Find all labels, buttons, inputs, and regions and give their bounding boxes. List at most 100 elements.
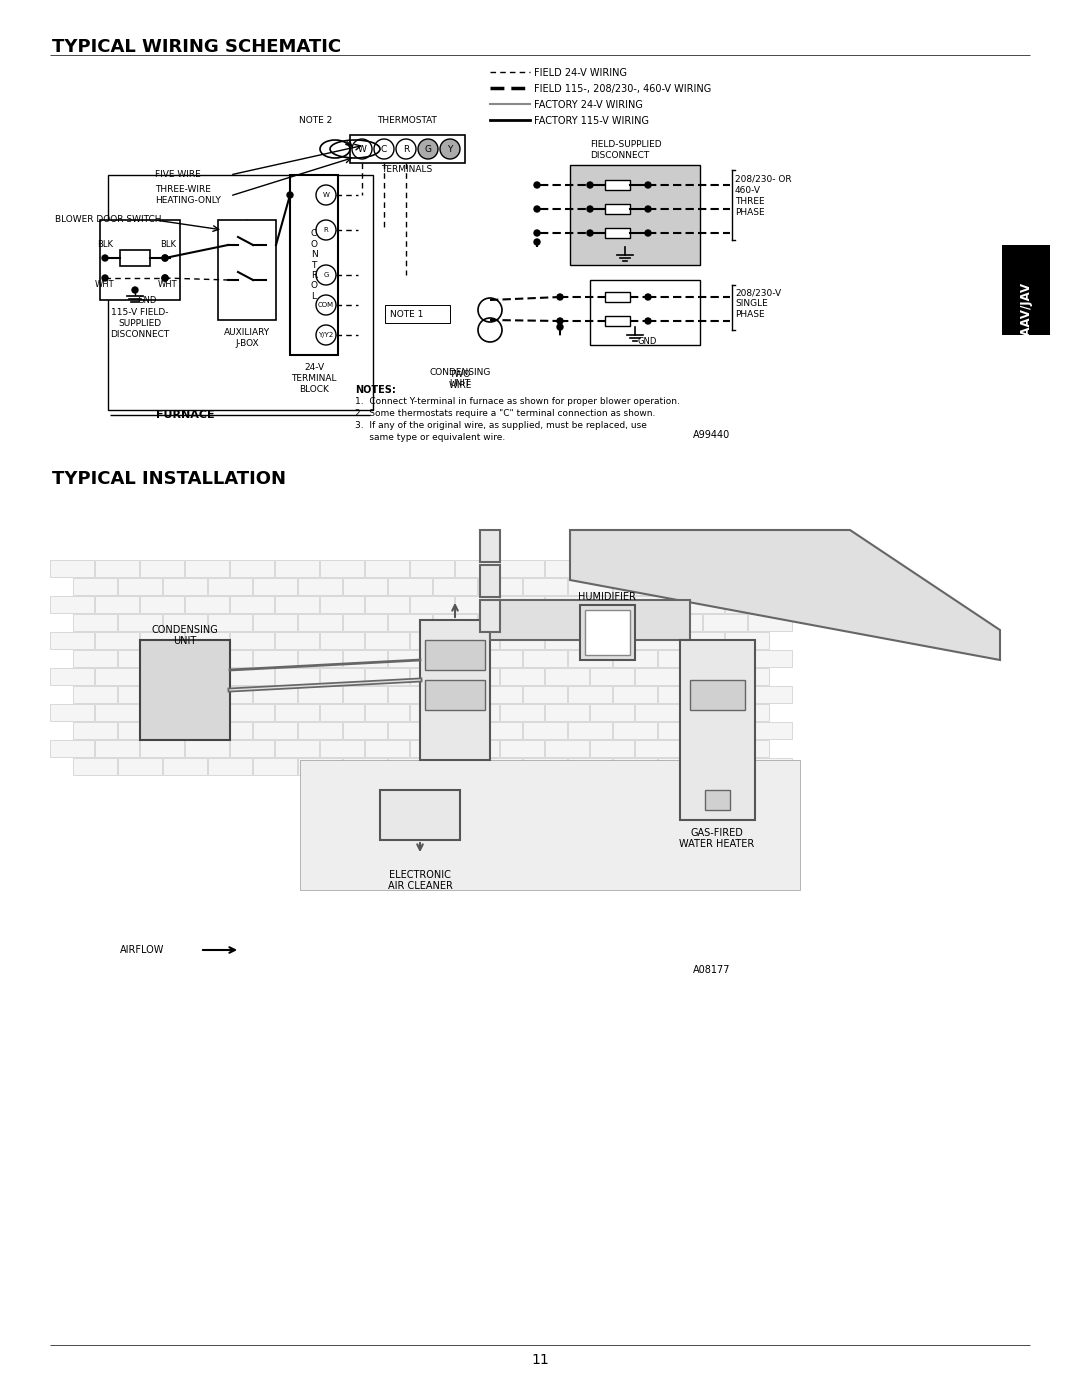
Bar <box>275 597 319 612</box>
Bar <box>433 578 476 595</box>
Bar <box>420 620 490 760</box>
Text: 3.  If any of the original wire, as supplied, must be replaced, use: 3. If any of the original wire, as suppl… <box>355 420 647 430</box>
Bar <box>613 578 657 595</box>
Text: FIELD 24-V WIRING: FIELD 24-V WIRING <box>534 68 627 78</box>
Bar <box>568 722 611 739</box>
Circle shape <box>396 138 416 159</box>
Bar <box>658 615 702 630</box>
Bar <box>433 759 476 774</box>
Bar <box>388 615 432 630</box>
Circle shape <box>316 326 336 345</box>
Bar <box>208 722 252 739</box>
Bar <box>585 610 630 655</box>
Bar <box>680 631 724 648</box>
Text: FIELD-SUPPLIED: FIELD-SUPPLIED <box>590 140 662 149</box>
Bar <box>725 560 769 577</box>
Bar <box>500 704 543 721</box>
Text: 24-V: 24-V <box>303 363 324 372</box>
Text: WHT: WHT <box>95 279 114 289</box>
Bar <box>545 704 589 721</box>
Bar <box>690 680 745 710</box>
Bar <box>590 560 634 577</box>
Bar <box>613 722 657 739</box>
Bar <box>433 722 476 739</box>
Bar <box>120 250 150 265</box>
Text: THREE-WIRE: THREE-WIRE <box>156 184 211 194</box>
Bar <box>545 668 589 685</box>
Circle shape <box>162 275 168 281</box>
Bar <box>500 560 543 577</box>
Bar <box>275 740 319 757</box>
Bar <box>140 560 184 577</box>
Bar <box>748 686 792 703</box>
Circle shape <box>162 275 168 281</box>
Bar <box>73 722 117 739</box>
Circle shape <box>588 182 593 189</box>
Bar <box>523 650 567 666</box>
Bar <box>545 631 589 648</box>
Bar <box>140 640 230 740</box>
Bar <box>320 740 364 757</box>
Bar <box>545 560 589 577</box>
Bar <box>95 560 138 577</box>
Bar <box>208 686 252 703</box>
Bar <box>410 668 454 685</box>
Bar <box>455 631 499 648</box>
Text: FURNACE: FURNACE <box>156 409 214 420</box>
Bar <box>410 560 454 577</box>
Bar <box>590 704 634 721</box>
Text: GND: GND <box>637 337 657 346</box>
Bar <box>50 740 94 757</box>
Circle shape <box>316 219 336 240</box>
Bar <box>658 650 702 666</box>
Text: 313AAV/JAV: 313AAV/JAV <box>1020 281 1032 359</box>
Bar <box>275 668 319 685</box>
Circle shape <box>588 231 593 236</box>
Bar <box>230 597 273 612</box>
Bar <box>658 722 702 739</box>
Text: 11: 11 <box>531 1354 549 1368</box>
Text: A99440: A99440 <box>692 430 730 440</box>
Text: DISCONNECT: DISCONNECT <box>590 151 649 161</box>
Bar <box>613 615 657 630</box>
Circle shape <box>645 293 651 300</box>
Bar <box>500 668 543 685</box>
Circle shape <box>588 205 593 212</box>
Circle shape <box>645 182 651 189</box>
Bar <box>388 650 432 666</box>
Circle shape <box>352 138 372 159</box>
Bar <box>140 631 184 648</box>
Bar <box>568 686 611 703</box>
Bar <box>433 650 476 666</box>
Bar <box>725 704 769 721</box>
Bar <box>725 668 769 685</box>
Bar <box>613 759 657 774</box>
Bar <box>480 529 500 562</box>
Bar <box>613 650 657 666</box>
Bar <box>605 204 630 214</box>
Bar <box>523 615 567 630</box>
Text: BLOCK: BLOCK <box>299 386 329 394</box>
Bar <box>343 722 387 739</box>
Bar <box>343 759 387 774</box>
Bar <box>410 631 454 648</box>
Bar <box>635 668 678 685</box>
Bar <box>343 650 387 666</box>
Bar <box>703 722 746 739</box>
Bar <box>703 686 746 703</box>
Bar <box>748 722 792 739</box>
Text: TYPICAL INSTALLATION: TYPICAL INSTALLATION <box>52 469 286 488</box>
Bar <box>570 165 700 265</box>
Bar <box>680 704 724 721</box>
Bar <box>163 615 206 630</box>
Circle shape <box>374 138 394 159</box>
Text: WATER HEATER: WATER HEATER <box>679 840 755 849</box>
Bar <box>365 597 408 612</box>
Text: AIR CLEANER: AIR CLEANER <box>388 882 453 891</box>
Text: W: W <box>323 191 329 198</box>
Bar <box>580 605 635 659</box>
Bar <box>384 305 450 323</box>
Bar <box>388 722 432 739</box>
Bar <box>703 578 746 595</box>
Bar <box>703 759 746 774</box>
